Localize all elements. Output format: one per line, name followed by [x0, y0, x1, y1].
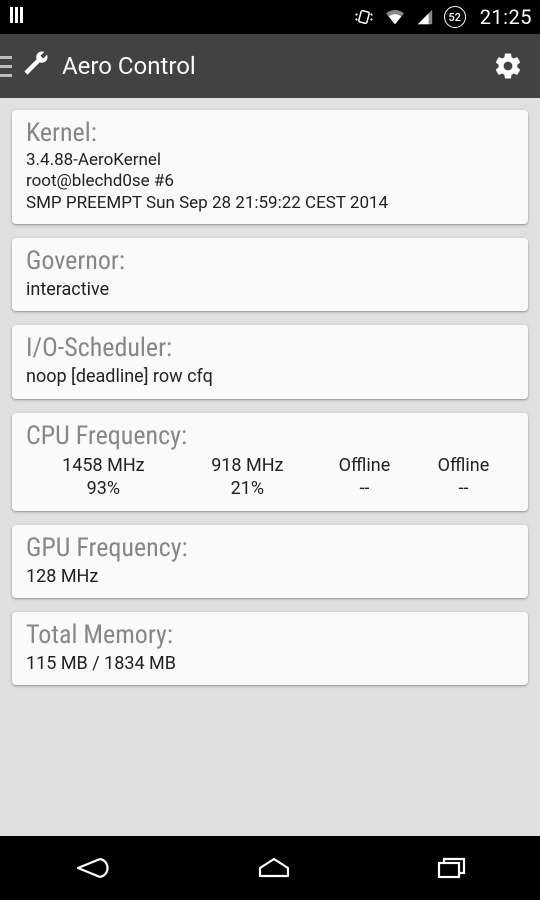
wrench-icon: [20, 49, 50, 83]
memory-title: Total Memory:: [26, 620, 514, 650]
io-scheduler-card[interactable]: I/O-Scheduler: noop [deadline] row cfq: [12, 325, 528, 398]
status-left-icon: [8, 5, 30, 30]
gpu-frequency-card[interactable]: GPU Frequency: 128 MHz: [12, 525, 528, 598]
drawer-indicator-icon[interactable]: [0, 34, 14, 98]
cpu-core-load: --: [316, 478, 413, 499]
governor-title: Governor:: [26, 246, 514, 276]
cpu-frequency-card[interactable]: CPU Frequency: 1458 MHz 918 MHz Offline …: [12, 413, 528, 511]
gear-icon: [493, 51, 523, 81]
kernel-body: 3.4.88-AeroKernel root@blechd0se #6 SMP …: [26, 150, 514, 214]
kernel-card[interactable]: Kernel: 3.4.88-AeroKernel root@blechd0se…: [12, 110, 528, 224]
gpu-frequency-value: 128 MHz: [26, 565, 514, 588]
io-scheduler-value: noop [deadline] row cfq: [26, 365, 514, 388]
vibrate-icon: [354, 7, 374, 27]
cpu-core-freq: 1458 MHz: [28, 455, 179, 476]
content-area: Kernel: 3.4.88-AeroKernel root@blechd0se…: [0, 98, 540, 836]
cpu-core-freq: 918 MHz: [181, 455, 314, 476]
cpu-core-load: 93%: [28, 478, 179, 499]
recent-icon: [434, 854, 470, 882]
cpu-core-freq: Offline: [316, 455, 413, 476]
status-clock: 21:25: [480, 5, 532, 29]
battery-icon: 52: [444, 6, 466, 28]
kernel-title: Kernel:: [26, 118, 514, 148]
home-icon: [254, 854, 294, 882]
settings-button[interactable]: [488, 46, 528, 86]
governor-value: interactive: [26, 278, 514, 301]
kernel-line: root@blechd0se #6: [26, 171, 514, 192]
cpu-frequency-title: CPU Frequency:: [26, 421, 514, 451]
recent-apps-button[interactable]: [434, 854, 470, 882]
app-bar: Aero Control: [0, 34, 540, 98]
status-bar: 52 21:25: [0, 0, 540, 34]
cpu-core-load: --: [415, 478, 512, 499]
memory-card[interactable]: Total Memory: 115 MB / 1834 MB: [12, 612, 528, 685]
home-button[interactable]: [254, 854, 294, 882]
wifi-icon: [384, 8, 406, 26]
kernel-line: SMP PREEMPT Sun Sep 28 21:59:22 CEST 201…: [26, 193, 514, 214]
back-button[interactable]: [70, 853, 114, 883]
kernel-line: 3.4.88-AeroKernel: [26, 150, 514, 171]
governor-card[interactable]: Governor: interactive: [12, 238, 528, 311]
cpu-frequency-table: 1458 MHz 918 MHz Offline Offline 93% 21%…: [26, 453, 514, 501]
cpu-core-freq: Offline: [415, 455, 512, 476]
cpu-core-load: 21%: [181, 478, 314, 499]
navigation-bar: [0, 836, 540, 900]
gpu-frequency-title: GPU Frequency:: [26, 533, 514, 563]
back-icon: [70, 853, 114, 883]
app-title: Aero Control: [62, 52, 196, 80]
signal-icon: [416, 8, 434, 26]
memory-value: 115 MB / 1834 MB: [26, 652, 514, 675]
io-scheduler-title: I/O-Scheduler:: [26, 333, 514, 363]
